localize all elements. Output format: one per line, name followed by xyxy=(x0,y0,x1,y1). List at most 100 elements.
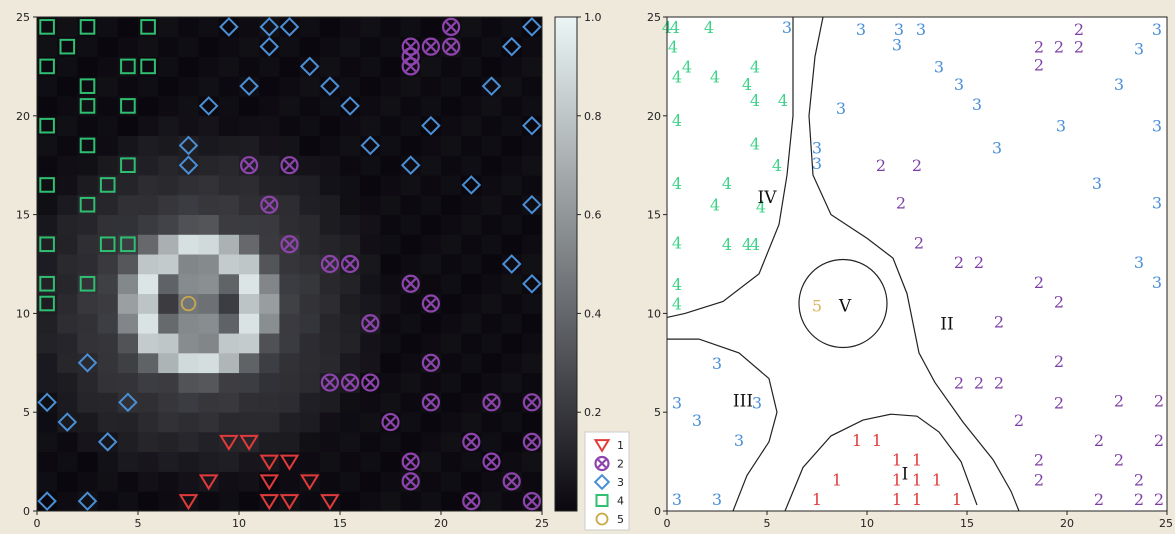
heatmap-cell xyxy=(77,372,98,393)
heatmap-cell xyxy=(158,96,179,117)
heatmap-cell xyxy=(461,115,482,136)
heatmap-cell xyxy=(158,175,179,196)
digit-class-1: 1 xyxy=(812,490,822,509)
heatmap-cell xyxy=(441,194,462,215)
heatmap-cell xyxy=(178,352,199,374)
heatmap-cell xyxy=(279,135,300,156)
point-class-2 xyxy=(421,353,440,372)
digit-class-3: 3 xyxy=(692,411,702,430)
heatmap-cell xyxy=(279,471,300,492)
heatmap-cell xyxy=(501,155,523,176)
heatmap-cell xyxy=(259,254,280,275)
x-tick-label: 0 xyxy=(34,517,41,530)
point-class-3 xyxy=(299,56,320,77)
series-4 xyxy=(39,19,156,312)
boundary-circle-v xyxy=(798,258,888,349)
heatmap-cell xyxy=(501,135,523,156)
digit-class-3: 3 xyxy=(836,99,846,118)
y-tick-label: 25 xyxy=(647,11,661,24)
heatmap-cell xyxy=(461,273,482,295)
heatmap-cell xyxy=(420,17,442,38)
digit-class-2: 2 xyxy=(994,312,1004,331)
heatmap-cell xyxy=(97,135,119,156)
heatmap-cell xyxy=(37,333,58,354)
heatmap-cell xyxy=(259,372,280,393)
heatmap-cell xyxy=(360,234,381,255)
heatmap-cell xyxy=(97,194,119,215)
heatmap-cell xyxy=(340,194,361,215)
heatmap-cell xyxy=(340,214,361,235)
heatmap-cell xyxy=(299,372,321,393)
heatmap-cell xyxy=(117,313,139,334)
heatmap-cell xyxy=(299,36,321,57)
point-class-2 xyxy=(421,294,440,313)
heatmap-cell xyxy=(299,431,321,453)
heatmap-cell xyxy=(461,333,482,354)
point-class-4 xyxy=(140,58,156,75)
digit-class-4: 4 xyxy=(750,235,760,254)
heatmap-cell xyxy=(501,115,523,136)
heatmap-cell xyxy=(340,412,361,433)
heatmap-cell xyxy=(521,214,543,235)
heatmap-cell xyxy=(37,313,58,334)
heatmap-cell xyxy=(279,115,300,136)
heatmap-cell xyxy=(420,313,442,334)
point-class-4 xyxy=(39,295,55,312)
heatmap-cell xyxy=(239,451,260,472)
heatmap-cell xyxy=(481,254,502,275)
heatmap-cell xyxy=(37,273,58,295)
heatmap-cell xyxy=(158,352,179,374)
boundary-curve xyxy=(808,16,1020,512)
heatmap-cell xyxy=(441,451,462,472)
heatmap-cell xyxy=(340,491,361,512)
heatmap-cell xyxy=(158,135,179,156)
x-tick-label: 5 xyxy=(135,517,142,530)
heatmap-cell xyxy=(198,431,220,453)
heatmap-cell xyxy=(299,17,321,38)
digit-class-4: 4 xyxy=(672,275,682,294)
point-class-2 xyxy=(361,373,380,392)
heatmap-cell xyxy=(37,36,58,57)
heatmap-cell xyxy=(158,155,179,176)
heatmap-cell xyxy=(299,273,321,295)
colorbar: 0.2 0.4 0.6 0.8 1.0 xyxy=(554,11,602,512)
heatmap-cell xyxy=(198,135,220,156)
heatmap-cell xyxy=(279,352,300,374)
heatmap-cell xyxy=(117,333,139,354)
point-class-4 xyxy=(39,19,55,35)
marker-circle xyxy=(595,512,609,526)
digit-class-2: 2 xyxy=(1034,273,1044,292)
heatmap-cell xyxy=(77,412,98,433)
heatmap-cell xyxy=(319,293,341,314)
heatmap-cell xyxy=(481,471,502,492)
heatmap-cell xyxy=(57,214,78,235)
heatmap-cell xyxy=(77,155,98,176)
heatmap-cell xyxy=(481,313,502,334)
digit-class-3: 3 xyxy=(734,431,744,450)
heatmap-cell xyxy=(198,214,220,235)
heatmap-cell xyxy=(239,115,260,136)
series-1 xyxy=(178,434,340,511)
heatmap-cell xyxy=(77,451,98,472)
point-class-3 xyxy=(522,273,542,294)
heatmap-cell xyxy=(380,273,401,295)
digit-class-4: 4 xyxy=(742,75,752,94)
digit-class-3: 3 xyxy=(954,75,964,94)
heatmap-cell xyxy=(340,76,361,97)
digit-class-4: 4 xyxy=(668,38,678,57)
legend-label: 1 xyxy=(617,439,624,452)
heatmap-cell xyxy=(299,76,321,97)
point-class-1 xyxy=(259,454,280,471)
heatmap-cell xyxy=(360,115,381,136)
heatmap-cell xyxy=(481,36,502,57)
heatmap-cell xyxy=(380,17,401,38)
point-class-2 xyxy=(320,373,339,392)
heatmap-cell xyxy=(521,135,543,156)
heatmap-cell xyxy=(97,293,119,314)
heatmap-cell xyxy=(138,17,159,38)
heatmap-cell xyxy=(138,115,159,136)
heatmap-cell xyxy=(319,431,341,453)
heatmap-cell xyxy=(380,56,401,77)
point-class-4 xyxy=(79,19,96,35)
